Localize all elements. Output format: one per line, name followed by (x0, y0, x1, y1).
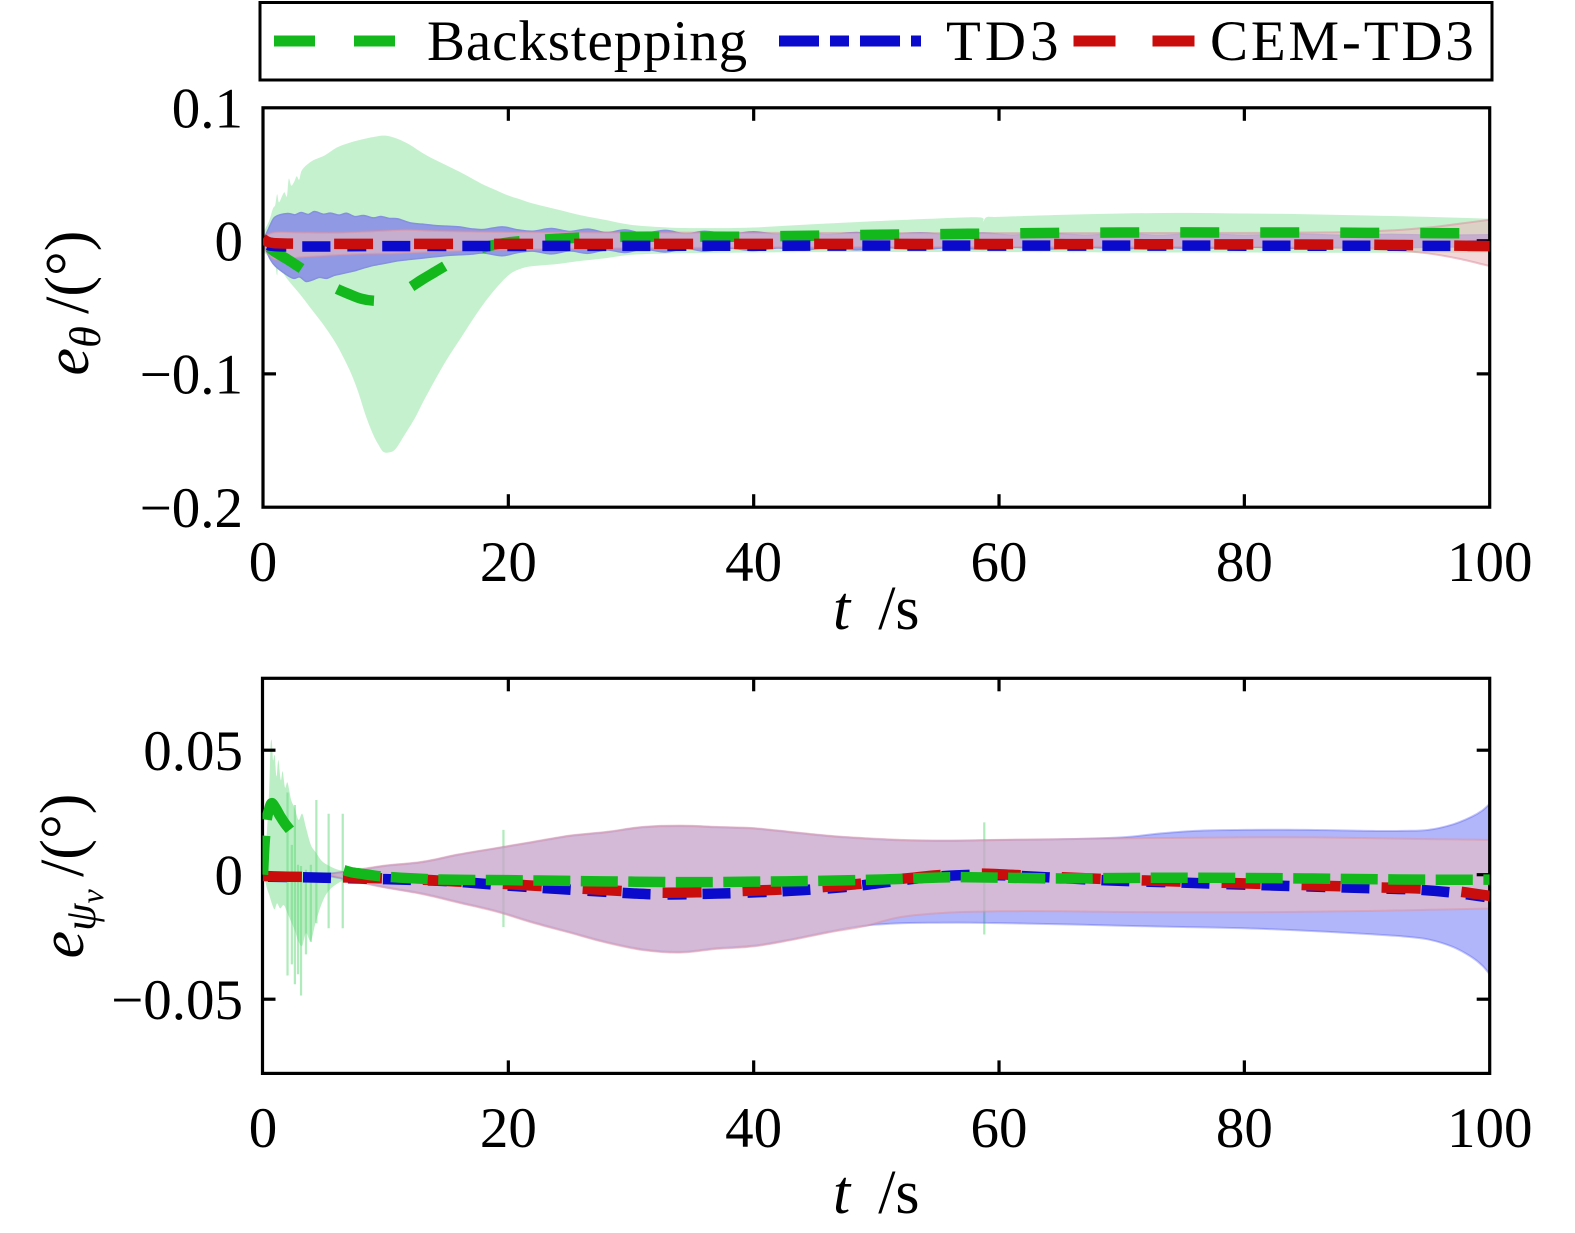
svg-text:60: 60 (971, 1097, 1028, 1160)
svg-text:20: 20 (480, 531, 537, 594)
svg-text:80: 80 (1216, 531, 1273, 594)
svg-text:0: 0 (249, 1097, 278, 1160)
svg-text:t /s: t /s (833, 1159, 920, 1227)
svg-text:20: 20 (480, 1097, 537, 1160)
svg-text:−0.1: −0.1 (140, 344, 243, 407)
svg-text:eψv /(°): eψv /(°) (29, 794, 110, 959)
svg-text:40: 40 (725, 531, 782, 594)
svg-text:0.1: 0.1 (172, 77, 243, 140)
svg-text:t /s: t /s (833, 575, 920, 643)
svg-text:−0.05: −0.05 (111, 969, 243, 1032)
svg-text:80: 80 (1216, 1097, 1273, 1160)
svg-text:100: 100 (1447, 531, 1533, 594)
svg-text:−0.2: −0.2 (140, 477, 243, 540)
svg-text:100: 100 (1447, 1097, 1533, 1160)
svg-text:40: 40 (725, 1097, 782, 1160)
svg-text:60: 60 (971, 531, 1028, 594)
svg-text:0.05: 0.05 (143, 720, 243, 783)
svg-text:Backstepping: Backstepping (427, 10, 748, 73)
svg-text:eθ /(°): eθ /(°) (34, 231, 110, 376)
svg-text:TD3: TD3 (946, 10, 1062, 73)
svg-text:0: 0 (215, 210, 244, 273)
svg-text:0: 0 (249, 531, 278, 594)
svg-text:CEM-TD3: CEM-TD3 (1210, 10, 1477, 73)
svg-text:0: 0 (215, 844, 244, 907)
